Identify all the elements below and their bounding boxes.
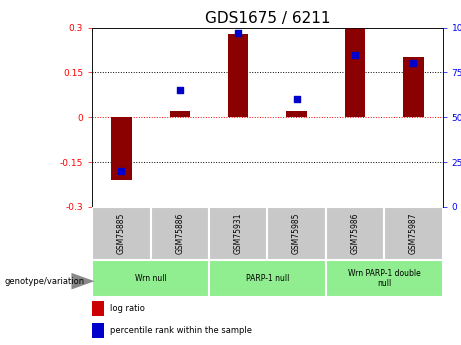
Bar bbox=[345, 28, 365, 117]
Bar bbox=[170, 111, 190, 117]
Bar bbox=[267, 207, 326, 260]
Text: GSM75985: GSM75985 bbox=[292, 213, 301, 255]
Point bbox=[351, 52, 359, 57]
Text: percentile rank within the sample: percentile rank within the sample bbox=[110, 326, 252, 335]
Point bbox=[118, 168, 125, 174]
Text: genotype/variation: genotype/variation bbox=[5, 277, 85, 286]
Text: GSM75987: GSM75987 bbox=[409, 213, 418, 255]
Bar bbox=[326, 260, 443, 297]
Bar bbox=[92, 260, 209, 297]
Text: log ratio: log ratio bbox=[110, 304, 145, 313]
Text: GSM75931: GSM75931 bbox=[234, 213, 242, 255]
Polygon shape bbox=[71, 273, 95, 289]
Text: Wrn PARP-1 double
null: Wrn PARP-1 double null bbox=[348, 269, 420, 288]
Bar bbox=[286, 111, 307, 117]
Bar bbox=[403, 58, 424, 117]
Text: PARP-1 null: PARP-1 null bbox=[246, 274, 289, 283]
Bar bbox=[92, 301, 105, 316]
Bar bbox=[92, 207, 151, 260]
Point bbox=[410, 61, 417, 66]
Bar bbox=[151, 207, 209, 260]
Bar bbox=[228, 33, 248, 117]
Text: GSM75886: GSM75886 bbox=[175, 213, 184, 254]
Bar bbox=[209, 260, 326, 297]
Text: GSM75885: GSM75885 bbox=[117, 213, 126, 254]
Bar bbox=[209, 207, 267, 260]
Point bbox=[176, 88, 183, 93]
Text: GSM75986: GSM75986 bbox=[350, 213, 360, 255]
Point bbox=[293, 97, 300, 102]
Bar bbox=[384, 207, 443, 260]
Point bbox=[235, 30, 242, 36]
Title: GDS1675 / 6211: GDS1675 / 6211 bbox=[205, 11, 330, 27]
Bar bbox=[92, 323, 105, 338]
Bar bbox=[326, 207, 384, 260]
Text: Wrn null: Wrn null bbox=[135, 274, 166, 283]
Bar bbox=[111, 117, 131, 180]
